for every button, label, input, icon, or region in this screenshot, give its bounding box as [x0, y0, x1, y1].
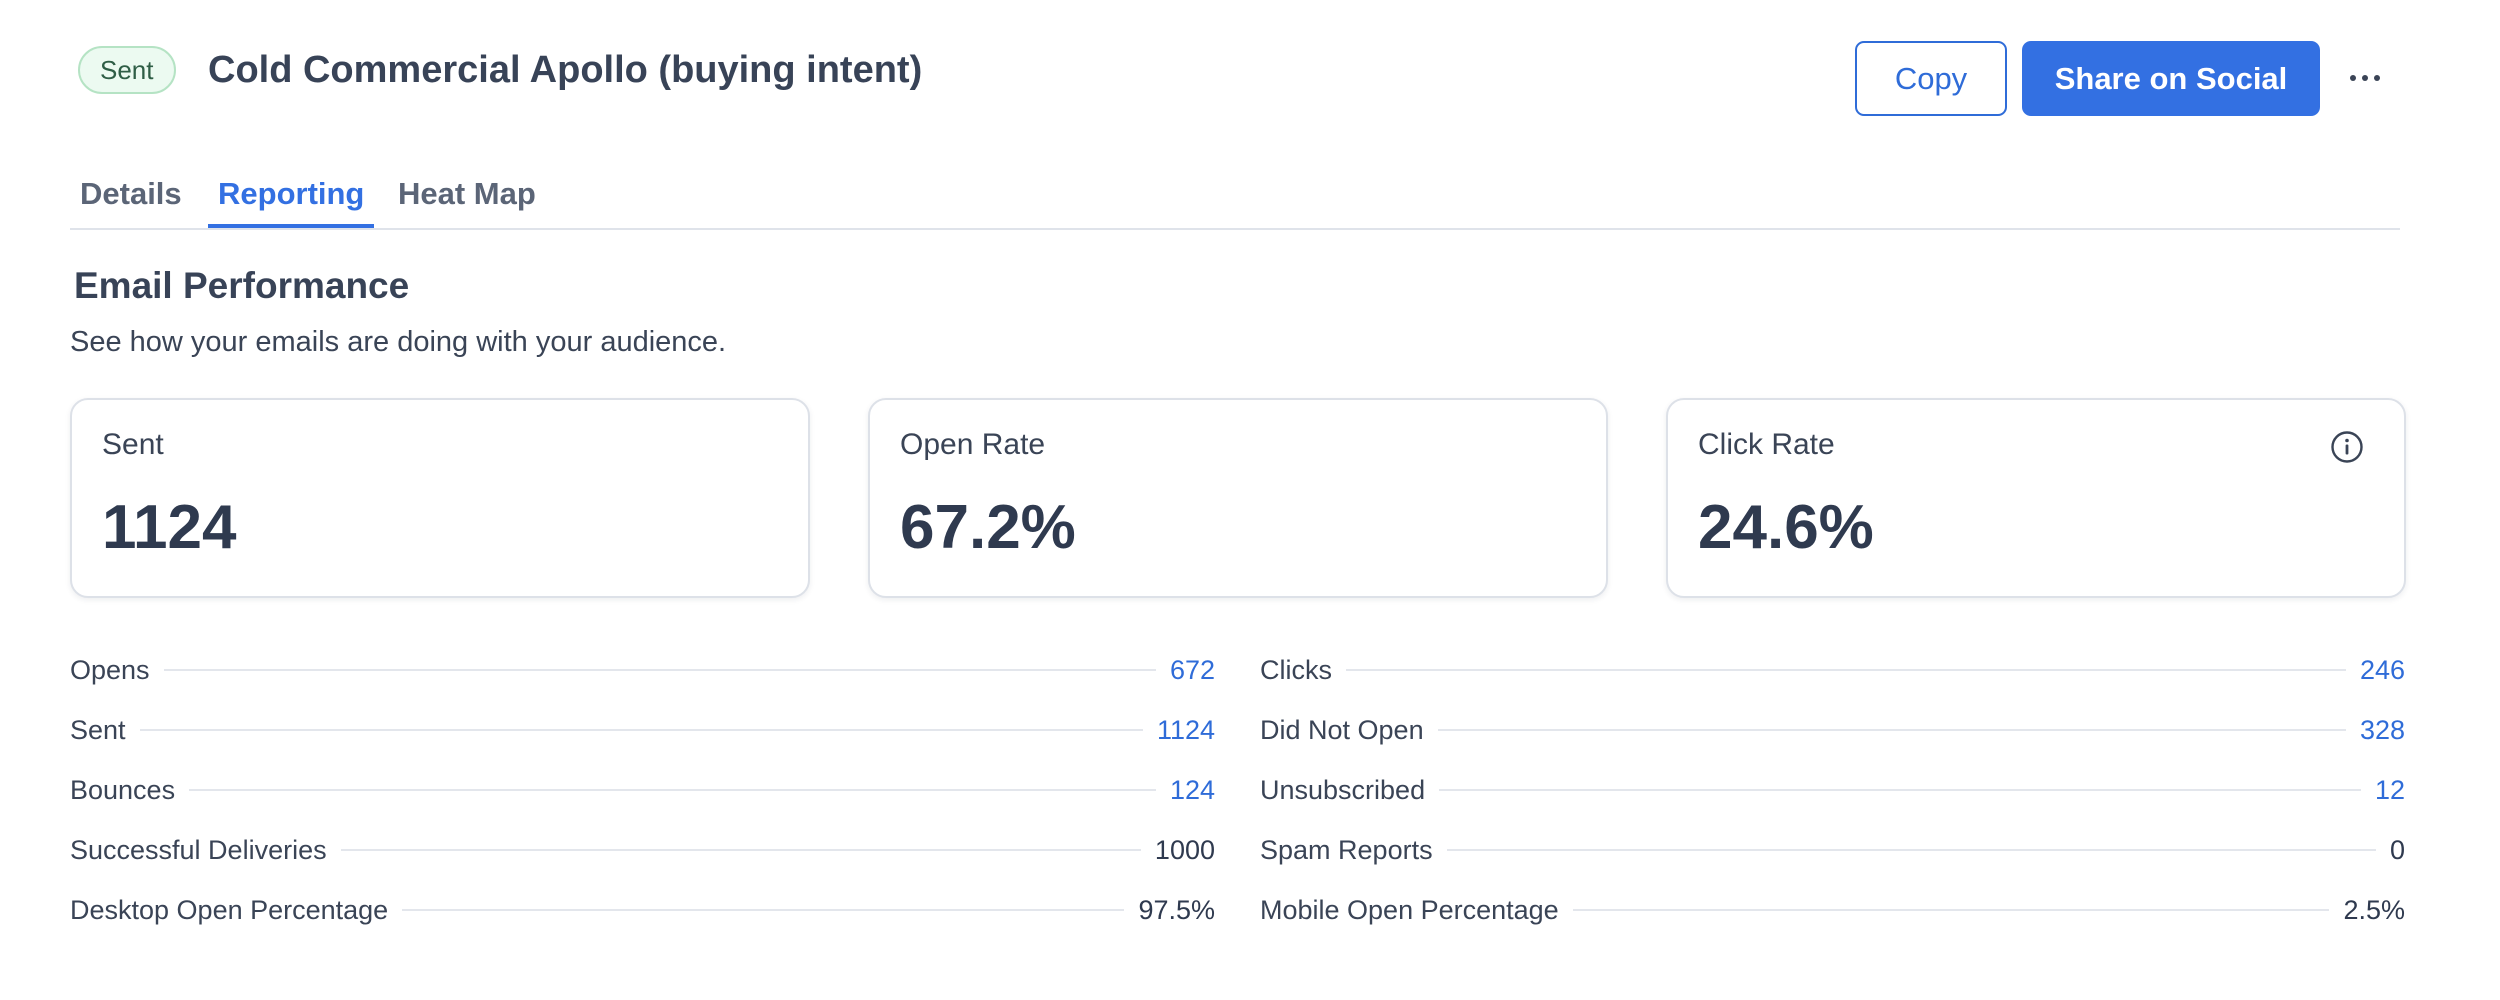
metric-label: Spam Reports [1260, 834, 1433, 865]
more-dot [2350, 75, 2356, 81]
metric-label: Desktop Open Percentage [70, 894, 389, 925]
metric-row-did-not-open: Did Not Open 328 [1260, 700, 2405, 760]
metric-divider [163, 669, 1156, 671]
card-value: 67.2% [900, 493, 1076, 562]
metric-value-link[interactable]: 1124 [1156, 714, 1215, 745]
metric-label: Sent [70, 714, 126, 745]
page-title: Cold Commercial Apollo (buying intent) [208, 49, 923, 91]
card-value: 24.6% [1698, 493, 1874, 562]
share-on-social-button[interactable]: Share on Social [2022, 41, 2320, 116]
metric-value-link[interactable]: 124 [1169, 774, 1215, 805]
card-label: Click Rate [1698, 428, 1835, 461]
metric-value: 2.5% [2343, 894, 2405, 925]
metric-row-clicks: Clicks 246 [1260, 640, 2405, 700]
metric-value-link[interactable]: 12 [2374, 774, 2405, 805]
metric-divider [139, 729, 1143, 731]
metric-divider [340, 849, 1141, 851]
more-dot [2374, 75, 2380, 81]
metric-divider [402, 909, 1125, 911]
metric-divider [1439, 789, 2361, 791]
card-value: 1124 [102, 493, 237, 562]
metric-divider [189, 789, 1156, 791]
tab-heat-map[interactable]: Heat Map [398, 176, 536, 211]
metric-value: 0 [2389, 834, 2405, 865]
metric-value-link[interactable]: 328 [2359, 714, 2405, 745]
click-rate-stat-card: Click Rate 24.6% [1666, 398, 2406, 598]
metric-row-opens: Opens 672 [70, 640, 1215, 700]
copy-button[interactable]: Copy [1855, 41, 2007, 116]
tab-reporting[interactable]: Reporting [208, 160, 375, 228]
metric-row-bounces: Bounces 124 [70, 760, 1215, 820]
metric-label: Did Not Open [1260, 714, 1424, 745]
card-label: Sent [102, 428, 164, 461]
metric-divider [1572, 909, 2330, 911]
metric-label: Clicks [1260, 654, 1332, 685]
metric-label: Opens [70, 654, 150, 685]
metric-value: 97.5% [1138, 894, 1215, 925]
metrics-list-left: Opens 672 Sent 1124 Bounces 124 Successf… [70, 640, 1215, 940]
header: Sent Cold Commercial Apollo (buying inte… [70, 38, 2400, 122]
metric-row-unsubscribed: Unsubscribed 12 [1260, 760, 2405, 820]
metric-row-mobile-open-percentage: Mobile Open Percentage 2.5% [1260, 880, 2405, 940]
sent-stat-card: Sent 1124 [70, 398, 810, 598]
open-rate-stat-card: Open Rate 67.2% [868, 398, 1608, 598]
metric-value-link[interactable]: 672 [1169, 654, 1215, 685]
tab-bar: Details Reporting Heat Map [70, 160, 2400, 230]
section-title: Email Performance [74, 265, 410, 306]
tab-details[interactable]: Details [80, 176, 182, 211]
metric-divider [1346, 669, 2346, 671]
metric-value: 1000 [1154, 834, 1215, 865]
metric-row-spam-reports: Spam Reports 0 [1260, 820, 2405, 880]
metric-row-sent: Sent 1124 [70, 700, 1215, 760]
metric-label: Successful Deliveries [70, 834, 327, 865]
section-subtitle: See how your emails are doing with your … [70, 326, 727, 358]
card-label: Open Rate [900, 428, 1046, 461]
metrics-list-right: Clicks 246 Did Not Open 328 Unsubscribed… [1260, 640, 2405, 940]
metric-divider [1446, 849, 2376, 851]
more-options-icon[interactable] [2340, 56, 2390, 100]
metric-value-link[interactable]: 246 [2359, 654, 2405, 685]
info-icon[interactable] [2330, 430, 2364, 464]
metric-label: Bounces [70, 774, 176, 805]
metric-label: Mobile Open Percentage [1260, 894, 1559, 925]
metric-divider [1437, 729, 2346, 731]
metric-label: Unsubscribed [1260, 774, 1426, 805]
metric-row-desktop-open-percentage: Desktop Open Percentage 97.5% [70, 880, 1215, 940]
more-dot [2362, 75, 2368, 81]
metric-row-successful-deliveries: Successful Deliveries 1000 [70, 820, 1215, 880]
status-badge: Sent [78, 46, 176, 94]
